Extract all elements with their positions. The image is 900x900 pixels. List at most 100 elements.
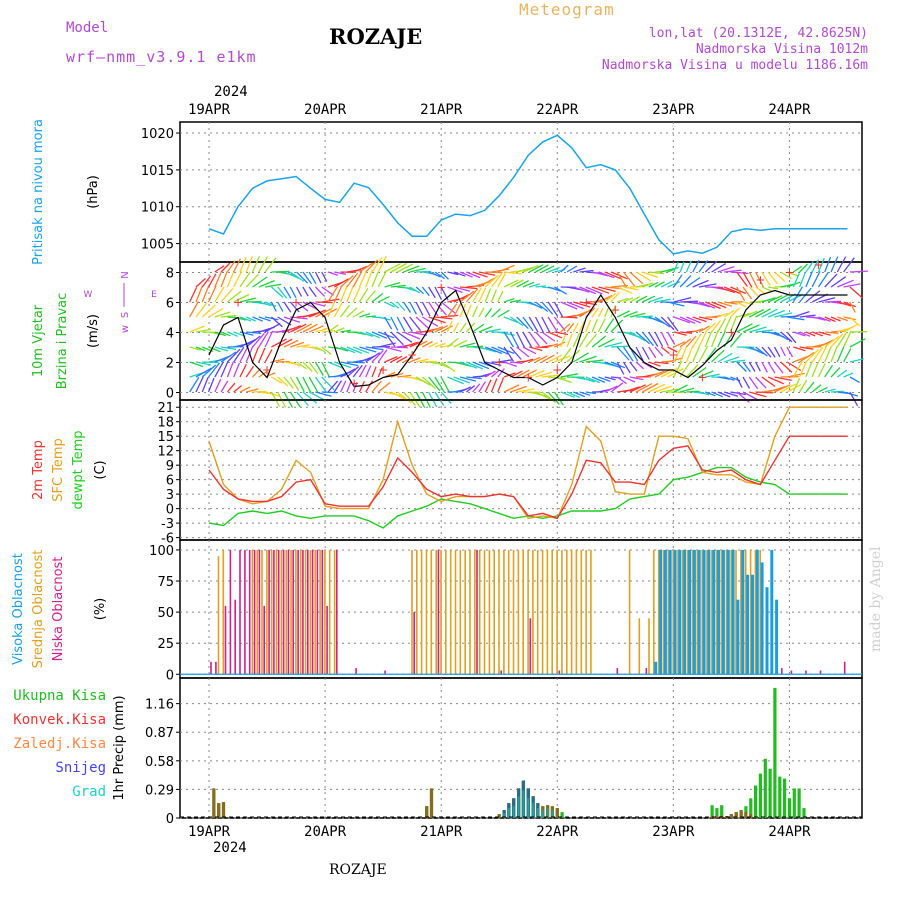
wind-barb: [497, 309, 510, 318]
wind-barb: [453, 376, 471, 384]
wind-barb: [579, 308, 592, 318]
wind-barb: [195, 302, 208, 318]
mid-cloud-bar: [691, 549, 694, 675]
wind-barb: [774, 376, 792, 382]
wind-barb: [377, 271, 387, 288]
wind-barb: [453, 271, 466, 277]
wind-barb: [749, 326, 767, 333]
wind-barb: [402, 391, 416, 406]
wind-barb: [390, 355, 403, 363]
mid-cloud-bar: [459, 549, 462, 675]
high-cloud-bar: [654, 661, 658, 675]
mid-cloud-bar: [445, 549, 447, 675]
wind-barb: [572, 332, 581, 348]
wind-barb: [409, 301, 417, 315]
low-cloud-bar: [645, 668, 648, 675]
wind-barb: [723, 309, 735, 318]
wind-barb: [629, 312, 646, 318]
wind-barb: [635, 361, 645, 370]
high-cloud-bar: [736, 599, 740, 675]
mid-cloud-bar: [546, 549, 549, 675]
wind-barb: [654, 331, 664, 347]
wind-barb: [692, 316, 707, 323]
wind-barb: [340, 368, 356, 378]
panel-wind: 0 2 4 6 8 + + + + + + + + + + + + + + + + + +10m Vjetar Brzina …: [31, 255, 868, 409]
low-cloud-bar: [558, 670, 561, 675]
wind-barb: [717, 286, 736, 294]
wind-barb: [390, 346, 408, 349]
wind-barb: [189, 361, 204, 368]
wind-barb: [799, 360, 808, 378]
wind-barb: [446, 303, 458, 318]
wind-barb: [510, 370, 523, 378]
y-tick-label: 4: [166, 327, 174, 342]
gust-marker: +: [610, 303, 620, 317]
wind-barb: [446, 320, 453, 333]
wind-barb: [573, 301, 591, 308]
mid-cloud-bar: [328, 549, 331, 675]
wind-barb: [755, 376, 767, 389]
y-tick-label: 6: [166, 297, 174, 312]
wind-barb: [340, 346, 356, 354]
mid-cloud-bar: [740, 549, 742, 675]
wind-barb: [648, 370, 665, 378]
wind-barb: [793, 346, 806, 352]
wind-barb: [371, 292, 384, 303]
hail-precip-bar: [532, 803, 535, 818]
high-cloud-bar: [702, 549, 706, 675]
mid-cloud-bar: [299, 549, 302, 675]
wind-barb: [340, 304, 351, 318]
wind-barb: [648, 361, 661, 367]
y-tick-label: 6: [166, 474, 174, 489]
wind-barb: [623, 297, 634, 303]
wind-barb: [654, 316, 671, 328]
mid-cloud-bar: [682, 549, 684, 675]
wind-barb: [591, 307, 600, 318]
wind-barb: [227, 331, 238, 337]
footer-title: ROZAJE: [329, 862, 387, 878]
wind-barb: [780, 383, 796, 393]
wind-barb: [742, 391, 759, 401]
convective-precip-bar: [734, 812, 738, 818]
wind-barb: [522, 316, 534, 332]
mid-cloud-bar: [585, 549, 587, 675]
wind-barb: [623, 386, 640, 393]
wind-barb: [710, 330, 719, 348]
wind-barb: [767, 271, 779, 285]
wind-barb: [679, 338, 692, 348]
low-cloud-bar: [437, 549, 440, 675]
cloud-unit-label: (%): [93, 598, 108, 621]
gust-marker: +: [291, 296, 301, 310]
wind-barb: [226, 290, 242, 303]
wind-barb: [824, 331, 839, 335]
wind-barb: [792, 361, 803, 378]
mid-cloud-bar: [280, 549, 283, 675]
wind-barb: [358, 381, 365, 393]
wind-barb: [818, 331, 831, 336]
wind-barb: [698, 391, 710, 396]
gust-marker: +: [436, 281, 446, 295]
wind-barb: [270, 316, 283, 328]
low-cloud-bar: [311, 549, 314, 675]
wind-barb: [472, 287, 482, 303]
wind-barb: [453, 322, 459, 333]
wind-barb: [390, 331, 404, 346]
precip-legend-item: Zaledj.Kisa: [13, 736, 106, 752]
wind-barb: [226, 348, 241, 363]
low-cloud-bar: [244, 549, 246, 675]
wind-barb: [629, 271, 644, 285]
wind-barb: [447, 337, 459, 348]
wind-axis-label-1: 10m Vjetar: [31, 304, 46, 377]
wind-barb: [358, 288, 369, 303]
total-precip-bar: [758, 773, 762, 818]
wind-barb: [459, 376, 477, 382]
x-tick-label-bottom: 19APR: [188, 824, 231, 840]
high-cloud-bar: [741, 549, 745, 675]
wind-barb: [289, 376, 300, 391]
mid-cloud-bar: [256, 549, 258, 675]
wind-barb: [849, 376, 860, 383]
wind-barb: [296, 361, 307, 370]
wind-barb: [780, 346, 786, 357]
low-cloud-bar: [616, 668, 619, 675]
